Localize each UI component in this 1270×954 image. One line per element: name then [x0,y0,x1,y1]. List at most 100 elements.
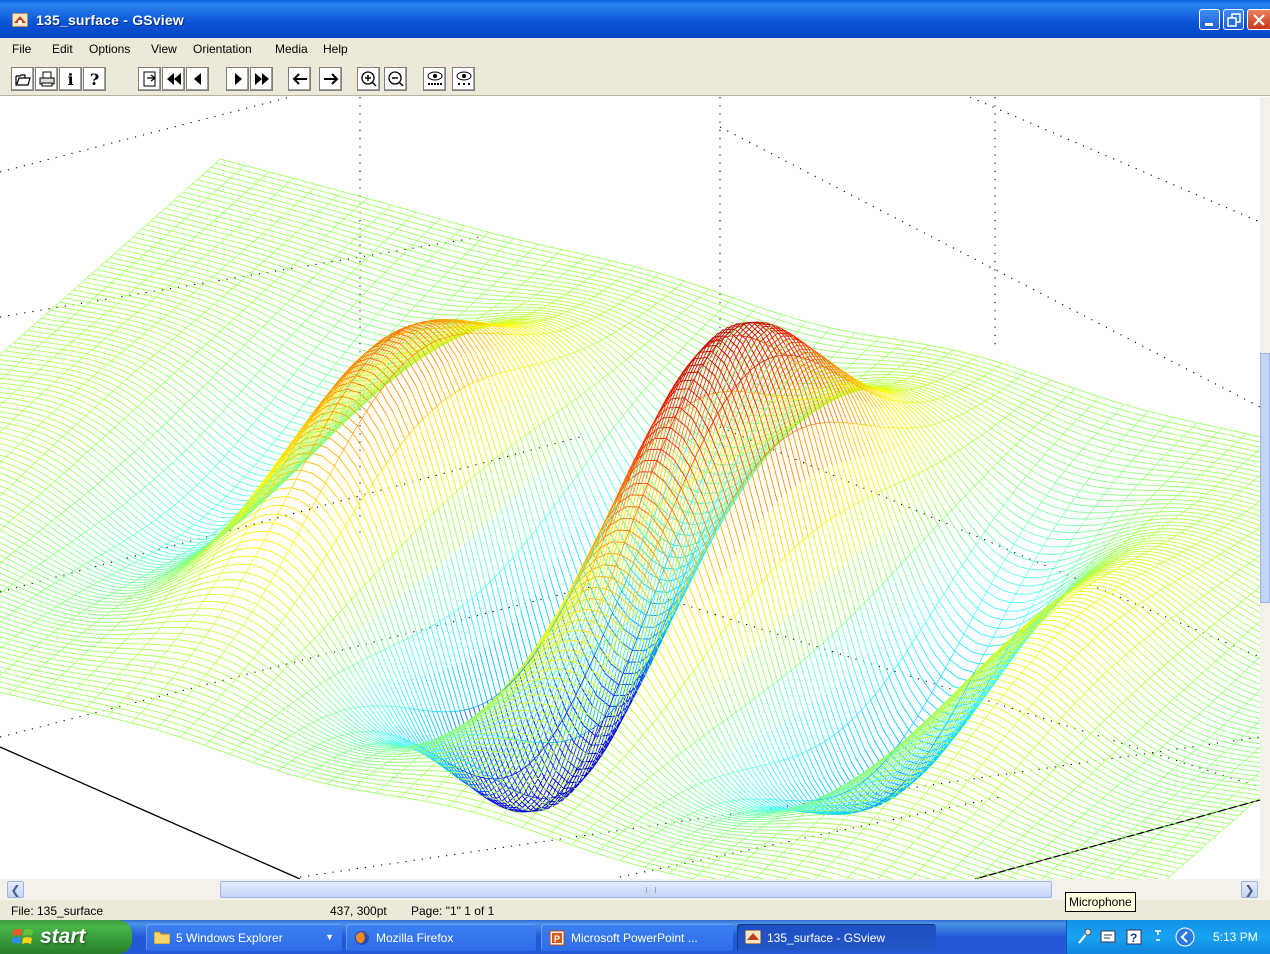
surface-mesh-line [300,324,314,332]
surface-mesh-line [1116,568,1129,571]
surface-mesh-line [372,319,386,324]
forward-button[interactable] [319,67,342,91]
menu-media[interactable]: Media [275,42,308,56]
surface-mesh-line [817,386,830,389]
surface-mesh-line [487,247,500,252]
surface-mesh-line [768,386,781,390]
surface-mesh-line [1142,562,1155,568]
surface-mesh-line [955,359,969,364]
surface-mesh-line [87,277,100,281]
surface-mesh-line [549,284,563,287]
surface-mesh-line [96,269,109,273]
find-text-button[interactable] [423,67,446,91]
surface-mesh-line [155,257,169,262]
document-view[interactable] [0,97,1260,879]
surface-mesh-line [578,284,592,289]
surface-mesh-line [909,448,923,472]
surface-mesh-line [519,260,532,264]
surface-mesh-line [665,527,679,535]
surface-mesh-line [1212,644,1226,654]
surface-mesh-line [192,307,205,313]
surface-mesh-line [1014,543,1027,551]
surface-mesh-line [242,222,256,227]
surface-mesh-line [76,299,89,304]
back-button[interactable] [288,67,311,91]
surface-mesh-line [342,191,355,196]
surface-mesh-line [989,448,1003,459]
surface-mesh-line [294,415,308,420]
surface-mesh-line [1068,566,1082,574]
surface-mesh-line [232,288,245,294]
surface-mesh-line [850,375,864,377]
surface-mesh-line [293,314,306,321]
menu-view[interactable]: View [151,42,177,56]
surface-mesh-line [949,455,963,472]
find-next-button[interactable] [452,67,475,91]
surface-mesh-line [1007,499,1021,509]
surface-mesh-line [331,259,344,265]
surface-mesh-line [141,349,155,356]
menu-help[interactable]: Help [323,42,348,56]
surface-mesh-line [592,344,606,356]
menu-file[interactable]: File [12,42,31,56]
surface-mesh-line [18,338,31,341]
zoom-in-button[interactable] [357,67,380,91]
menu-orientation[interactable]: Orientation [193,42,252,56]
help-button[interactable]: ? [83,67,106,91]
surface-mesh-line [203,243,216,248]
surface-mesh-line [963,633,977,644]
surface-mesh-line [1041,387,1055,394]
surface-mesh-line [873,393,887,410]
surface-mesh-line [1229,434,1242,439]
surface-mesh-line [1105,547,1119,555]
last-page-button[interactable] [250,67,273,91]
surface-mesh-line [1197,567,1210,576]
surface-mesh-line [642,313,656,320]
surface-mesh-line [549,246,563,251]
surface-mesh-line [1229,474,1242,479]
menu-options[interactable]: Options [89,42,130,56]
zoom-out-button[interactable] [384,67,407,91]
surface-mesh-line [1188,473,1201,476]
surface-mesh-line [931,353,944,358]
surface-mesh-line [227,249,241,255]
surface-mesh-line [128,280,141,285]
surface-mesh-line [940,347,954,351]
surface-mesh-line [1165,454,1178,458]
surface-mesh-line [961,471,975,487]
previous-page-button[interactable] [186,67,209,91]
minimize-button[interactable] [1199,9,1220,30]
close-button[interactable] [1247,9,1270,30]
surface-mesh-line [887,387,900,392]
surface-mesh-line [647,309,661,317]
surface-mesh-line [433,285,447,290]
print-button[interactable] [35,67,58,91]
surface-mesh-line [561,313,575,318]
surface-mesh-line [287,403,300,411]
surface-mesh-line [520,245,534,249]
open-button[interactable] [11,67,34,91]
surface-mesh-line [1004,373,1018,380]
surface-mesh-line [536,294,549,297]
surface-mesh-line [594,261,607,265]
restore-button[interactable] [1223,9,1244,30]
surface-mesh-line [971,551,984,566]
first-page-button[interactable] [162,67,185,91]
next-page-button[interactable] [226,67,249,91]
surface-mesh-line [865,379,879,382]
surface-mesh-line [1204,630,1218,641]
title-bar[interactable]: 135_surface - GSview [0,0,1270,38]
goto-page-button[interactable] [138,67,161,91]
surface-mesh-line [447,226,460,231]
surface-mesh-line [71,341,85,345]
gsview-app-icon[interactable] [12,13,28,27]
surface-mesh-line [120,274,133,278]
surface-mesh-line [1223,491,1236,496]
surface-mesh-line [184,218,198,223]
surface-mesh-line [784,327,798,333]
info-button[interactable]: i [59,67,82,91]
surface-mesh-line [476,272,489,276]
surface-mesh-line [1244,448,1258,453]
surface-mesh-line [186,244,199,249]
menu-edit[interactable]: Edit [52,42,73,56]
